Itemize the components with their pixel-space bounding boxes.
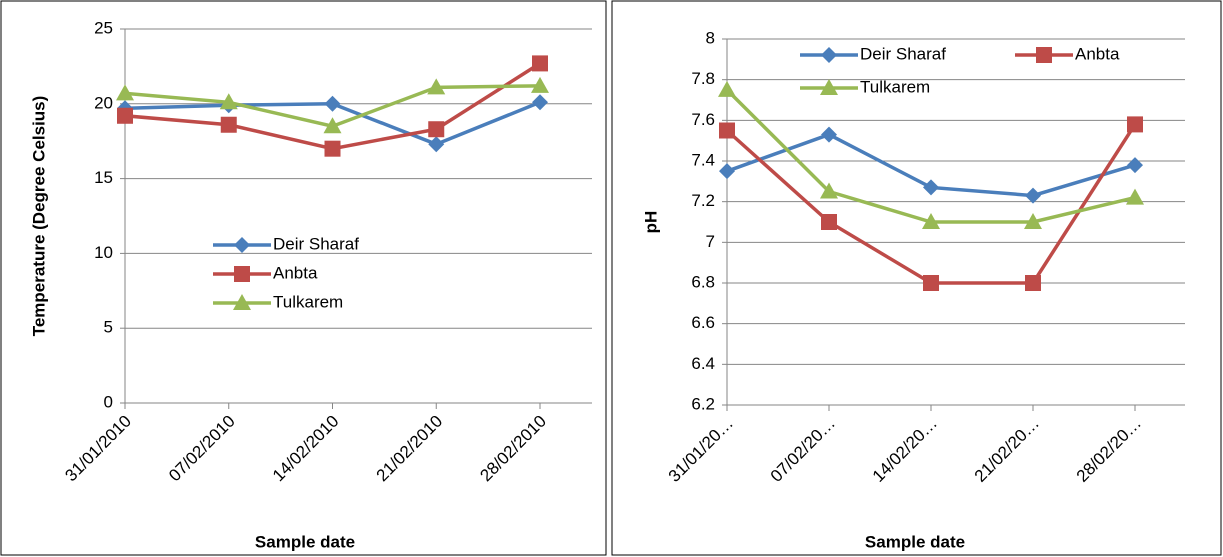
x-tick-label: 07/02/2010 — [165, 412, 239, 486]
marker — [1024, 213, 1042, 229]
legend-label: Anbta — [1075, 44, 1120, 63]
series-line — [725, 88, 1136, 224]
y-tick-label: 10 — [94, 243, 113, 262]
legend-marker — [821, 47, 837, 63]
marker — [427, 78, 446, 95]
marker — [718, 80, 736, 97]
y-tick-label: 7.6 — [691, 110, 715, 129]
y-tick-label: 20 — [94, 93, 113, 112]
marker — [324, 95, 341, 112]
y-tick-label: 0 — [104, 392, 113, 411]
marker — [719, 122, 735, 139]
x-tick-label: 21/02/2010 — [373, 412, 447, 486]
legend-marker — [820, 79, 838, 95]
legend-marker — [234, 266, 250, 282]
marker — [323, 117, 342, 134]
marker — [1127, 116, 1143, 133]
marker — [923, 275, 939, 291]
legend-label: Deir Sharaf — [860, 44, 946, 63]
legend-marker — [233, 294, 251, 310]
marker — [116, 84, 134, 101]
chart-frame — [0, 0, 607, 556]
legend-label: Deir Sharaf — [273, 234, 359, 253]
x-axis-title: Sample date — [865, 532, 965, 551]
x-axis-title: Sample date — [255, 532, 355, 551]
x-tick-label: 28/02/20… — [1073, 414, 1145, 486]
marker — [922, 213, 940, 229]
chart-frame — [611, 0, 1222, 556]
marker — [219, 93, 238, 110]
legend-marker — [234, 237, 250, 253]
marker — [117, 107, 133, 124]
y-tick-label: 7 — [706, 232, 715, 251]
y-tick-label: 6.4 — [691, 354, 715, 373]
marker — [821, 214, 837, 230]
y-tick-label: 25 — [94, 18, 113, 37]
legend-label: Tulkarem — [860, 77, 930, 96]
y-tick-label: 7.2 — [691, 191, 715, 210]
y-tick-label: 15 — [94, 168, 113, 187]
x-tick-label: 31/01/2010 — [61, 412, 135, 486]
x-tick-label: 21/02/20… — [971, 414, 1043, 486]
x-tick-label: 28/02/2010 — [476, 412, 550, 486]
marker — [820, 182, 838, 199]
marker — [923, 179, 939, 196]
y-tick-label: 6.8 — [691, 272, 715, 291]
marker — [220, 116, 237, 133]
marker — [531, 76, 549, 93]
y-tick-label: 6.2 — [691, 394, 715, 413]
marker — [1025, 187, 1041, 204]
marker — [1126, 188, 1144, 205]
x-tick-label: 31/01/20… — [665, 414, 737, 486]
marker — [428, 136, 445, 153]
legend-label: Anbta — [273, 263, 318, 282]
marker — [821, 126, 837, 143]
y-tick-label: 7.4 — [691, 150, 715, 169]
marker — [532, 94, 548, 111]
legend-label: Tulkarem — [273, 292, 343, 311]
y-tick-label: 8 — [706, 28, 715, 47]
y-axis-title: pH — [641, 211, 660, 234]
marker — [324, 140, 341, 157]
marker — [1025, 275, 1041, 291]
y-tick-label: 7.8 — [691, 69, 715, 88]
y-tick-label: 5 — [104, 318, 113, 337]
y-axis-title: Temperature (Degree Celsius) — [29, 96, 48, 337]
marker — [532, 55, 548, 72]
x-tick-label: 14/02/20… — [869, 414, 941, 486]
x-tick-label: 14/02/2010 — [269, 412, 343, 486]
marker — [1127, 157, 1143, 174]
marker — [719, 163, 735, 180]
marker — [428, 121, 445, 138]
y-tick-label: 6.6 — [691, 313, 715, 332]
legend-marker — [1036, 47, 1052, 63]
x-tick-label: 07/02/20… — [767, 414, 839, 486]
